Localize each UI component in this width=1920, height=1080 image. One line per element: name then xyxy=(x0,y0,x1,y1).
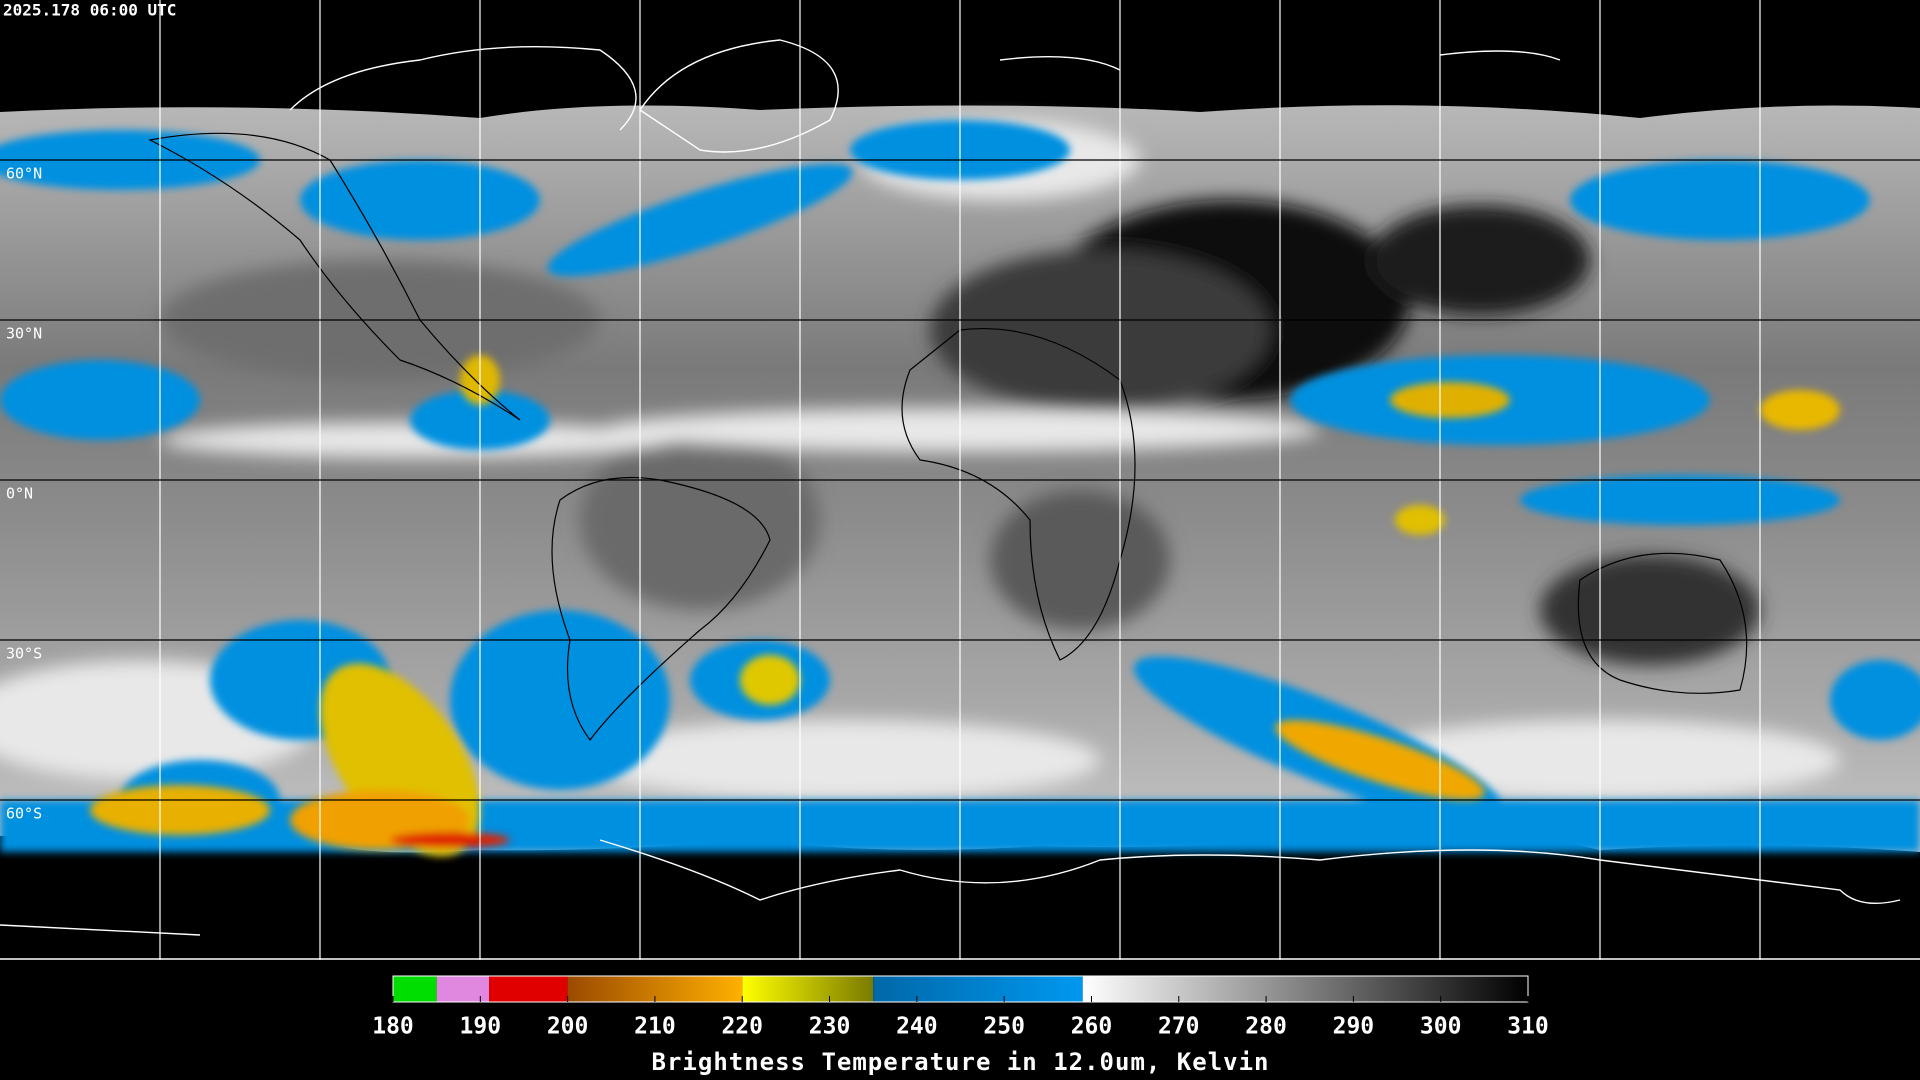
colorbar-tick-label: 190 xyxy=(460,1014,502,1040)
colorbar-tick-label: 260 xyxy=(1071,1014,1113,1040)
colorbar-frame xyxy=(392,975,1529,1003)
colorbar-segment xyxy=(873,976,1083,1002)
colorbar-title: Brightness Temperature in 12.0um, Kelvin xyxy=(652,1048,1270,1076)
colorbar-tick-label: 240 xyxy=(896,1014,938,1040)
colorbar-tick-label: 280 xyxy=(1245,1014,1287,1040)
colorbar-segment xyxy=(742,976,874,1002)
colorbar-tick-label: 200 xyxy=(547,1014,589,1040)
colorbar-tick-label: 310 xyxy=(1507,1014,1549,1040)
colorbar-tick-label: 300 xyxy=(1420,1014,1462,1040)
timestamp: 2025.178 06:00 UTC xyxy=(3,1,176,20)
colorbar-segment xyxy=(489,976,568,1002)
latitude-label: 0°N xyxy=(6,485,33,503)
colorbar-segment xyxy=(436,976,490,1002)
colorbar-tick-label: 250 xyxy=(983,1014,1025,1040)
colorbar-tick-label: 270 xyxy=(1158,1014,1200,1040)
latitude-label: 60°S xyxy=(6,805,42,823)
colorbar-tick-label: 180 xyxy=(372,1014,414,1040)
deep-convection xyxy=(90,355,1840,857)
latitude-label: 30°N xyxy=(6,325,42,343)
colorbar-tick-label: 220 xyxy=(721,1014,763,1040)
colorbar-tick-label: 210 xyxy=(634,1014,676,1040)
colorbar-segment xyxy=(1082,976,1528,1002)
colorbar-tick-label: 290 xyxy=(1333,1014,1375,1040)
colorbar-segment xyxy=(393,976,437,1002)
latitude-label: 30°S xyxy=(6,645,42,663)
latitude-label: 60°N xyxy=(6,165,42,183)
colorbar-tick-label: 230 xyxy=(809,1014,851,1040)
coastlines xyxy=(0,39,1901,936)
